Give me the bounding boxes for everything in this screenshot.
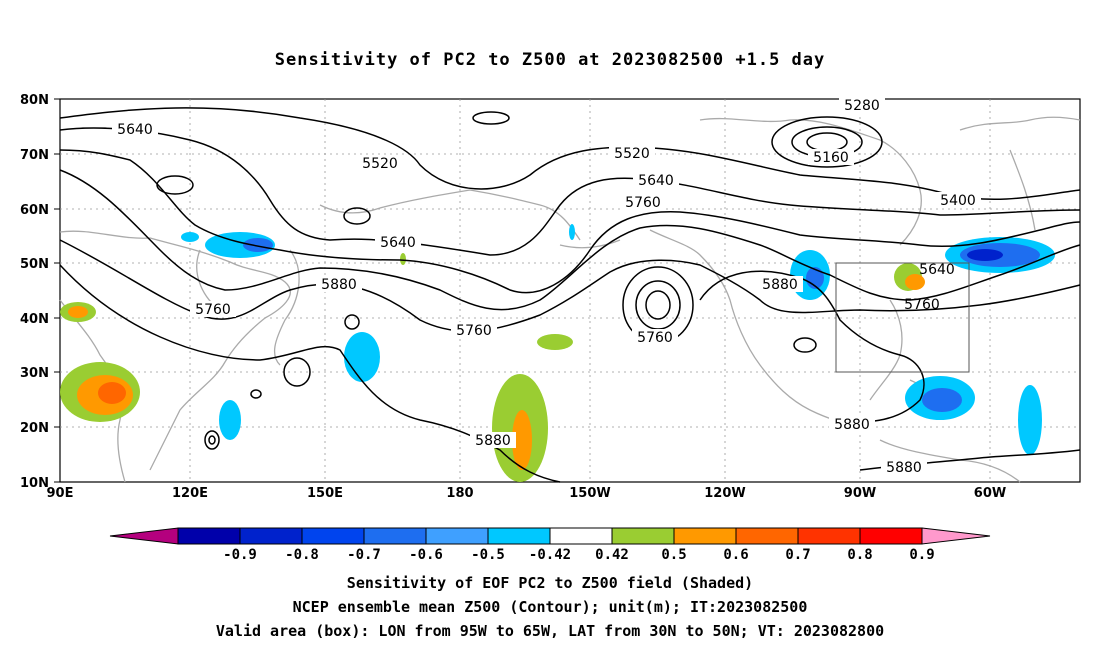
lon-label: 120E [172, 486, 208, 501]
colorbar-tick-label: -0.5 [471, 547, 505, 563]
contour-label: 5760 [456, 323, 492, 339]
lon-label: 150E [307, 486, 343, 501]
contour-label: 5400 [940, 193, 976, 209]
contour-label: 5640 [117, 122, 153, 138]
colorbar-swatch [487, 527, 551, 545]
colorbar-swatch [549, 527, 613, 545]
colorbar-tick-label: 0.8 [847, 547, 872, 563]
colorbar-swatch [363, 527, 427, 545]
contour-label: 5880 [886, 460, 922, 476]
colorbar-min-arrow [109, 527, 179, 545]
map-title: Sensitivity of PC2 to Z500 at 2023082500… [274, 50, 826, 70]
contour-label: 5880 [834, 417, 870, 433]
caption-line-3: Valid area (box): LON from 95W to 65W, L… [215, 622, 885, 640]
colorbar-tick-label: -0.7 [347, 547, 381, 563]
lon-axis: 90E 120E 150E 180 150W 120W 90W 60W [47, 486, 1007, 501]
contour-label: 5880 [475, 433, 511, 449]
lat-label: 40N [20, 312, 49, 327]
lat-label: 70N [20, 148, 49, 163]
colorbar-swatch [239, 527, 303, 545]
colorbar-tick-label: 0.6 [723, 547, 748, 563]
contour-label: 5280 [844, 98, 880, 114]
lat-label: 20N [20, 421, 49, 436]
colorbar-swatch [611, 527, 675, 545]
lon-label: 60W [974, 486, 1006, 501]
contour-label: 5160 [813, 150, 849, 166]
lat-label: 80N [20, 93, 49, 108]
colorbar-swatch [425, 527, 489, 545]
colorbar-tick-label: -0.8 [285, 547, 319, 563]
valid-area-box [835, 262, 970, 373]
contour-label: 5520 [614, 146, 650, 162]
lat-axis: 80N 70N 60N 50N 40N 30N 20N 10N [20, 93, 60, 491]
caption-line-1: Sensitivity of EOF PC2 to Z500 field (Sh… [346, 574, 754, 592]
contour-label: 5760 [625, 195, 661, 211]
colorbar-swatch [859, 527, 923, 545]
colorbar-tick-label: 0.5 [661, 547, 686, 563]
colorbar-tick-label: 0.7 [785, 547, 810, 563]
contour-label: 5880 [762, 277, 798, 293]
colorbar: -0.9 -0.8 -0.7 -0.6 -0.5 -0.42 0.42 0.5 0.6 0.7 0.… [109, 527, 991, 563]
colorbar-swatch [177, 527, 241, 545]
colorbar-swatch [735, 527, 799, 545]
contour-label: 5640 [919, 262, 955, 278]
lon-label: 180 [446, 486, 473, 501]
colorbar-tick-label: 0.42 [595, 547, 629, 563]
contour-label: 5640 [380, 235, 416, 251]
lon-label: 120W [704, 486, 745, 501]
colorbar-swatch [797, 527, 861, 545]
colorbar-tick-label: -0.6 [409, 547, 443, 563]
contour-label: 5520 [362, 156, 398, 172]
colorbar-swatch [301, 527, 365, 545]
caption-line-2: NCEP ensemble mean Z500 (Contour); unit(… [292, 598, 808, 616]
contour-label: 5760 [637, 330, 673, 346]
lon-label: 90E [47, 486, 74, 501]
contour-label: 5640 [638, 173, 674, 189]
map-frame [59, 98, 1081, 483]
colorbar-tick-label: -0.9 [223, 547, 257, 563]
contour-label: 5760 [195, 302, 231, 318]
colorbar-tick-label: 0.9 [909, 547, 934, 563]
lat-label: 50N [20, 257, 49, 272]
contour-label: 5880 [321, 277, 357, 293]
z500-contours [59, 107, 1081, 483]
lon-label: 90W [844, 486, 876, 501]
colorbar-tick-label: -0.42 [529, 547, 571, 563]
colorbar-swatch [673, 527, 737, 545]
contour-label: 5760 [904, 297, 940, 313]
lat-label: 10N [20, 476, 49, 491]
lat-label: 60N [20, 203, 49, 218]
contour-labels: 5640 5520 5520 5640 5760 5280 5160 5400 … [112, 97, 981, 476]
lon-label: 150W [569, 486, 610, 501]
lat-label: 30N [20, 366, 49, 381]
colorbar-max-arrow [921, 527, 991, 545]
